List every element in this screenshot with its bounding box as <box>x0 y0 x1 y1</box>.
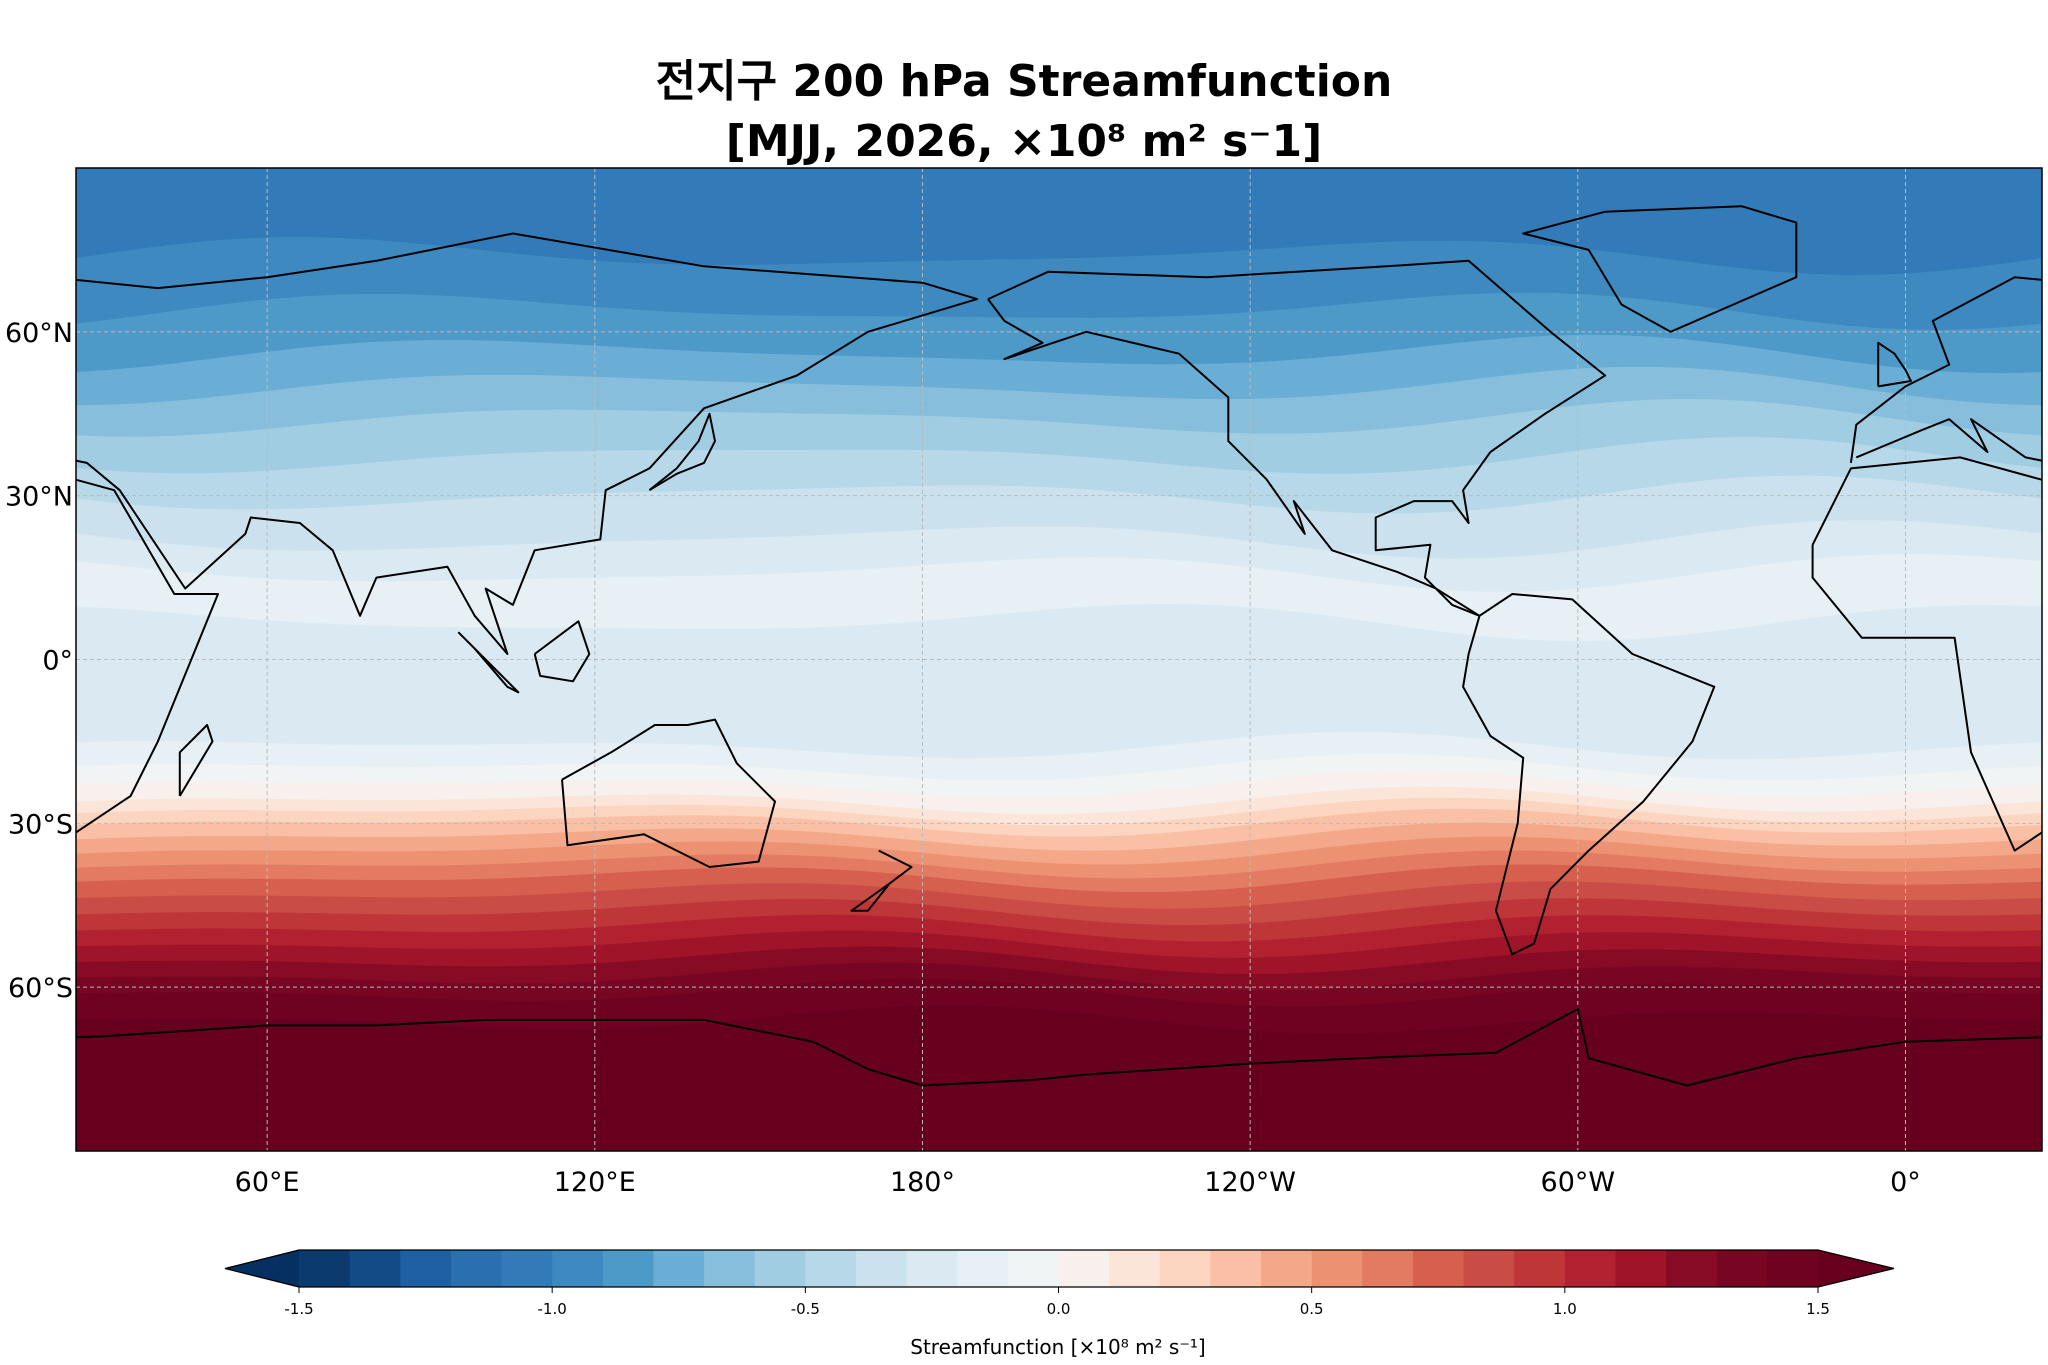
colorbar-segment <box>754 1250 806 1287</box>
colorbar-segment <box>1767 1250 1819 1287</box>
coastline <box>922 1008 2042 1087</box>
longitude-tick-label: 180° <box>890 1167 955 1198</box>
colorbar-segment <box>1716 1250 1768 1287</box>
colorbar-segment <box>1058 1250 1110 1287</box>
latitude-tick-label: 30°N <box>5 482 73 513</box>
colorbar-segment <box>1362 1250 1414 1287</box>
latitude-tick-label: 60°N <box>5 318 73 349</box>
contour-band <box>76 1005 2042 1151</box>
coastline <box>533 620 591 683</box>
colorbar-segment <box>299 1250 351 1287</box>
coastline <box>561 718 776 868</box>
colorbar-extend-high <box>1818 1250 1894 1287</box>
coastline <box>76 478 219 834</box>
colorbar-segment <box>1412 1250 1465 1287</box>
chart-title-line1: 전지구 200 hPa Streamfunction <box>656 56 1393 107</box>
colorbar-segment <box>1311 1250 1363 1287</box>
colorbar-label: Streamfunction [×10⁸ m² s⁻¹] <box>910 1335 1205 1359</box>
latitude-tick-label: 30°S <box>8 809 73 840</box>
coastline <box>76 232 979 655</box>
colorbar <box>224 1249 1895 1288</box>
longitude-tick-label: 60°W <box>1541 1167 1616 1198</box>
coastline <box>1522 205 1798 333</box>
coastline <box>850 849 913 912</box>
colorbar-segment <box>1666 1250 1718 1287</box>
coastline <box>1462 593 1716 956</box>
colorbar-tick-label: -1.0 <box>538 1300 567 1318</box>
coastline <box>987 259 1607 617</box>
colorbar-tick-label: 0.5 <box>1300 1300 1324 1318</box>
coastlines <box>76 205 2042 1087</box>
colorbar-ticks: -1.5 -1.0 -0.5 0.0 0.5 1.0 1.5 <box>284 1287 1830 1318</box>
colorbar-segment <box>1159 1250 1211 1287</box>
latitude-ticks: 60°N 30°N 0° 30°S 60°S <box>5 318 73 1004</box>
coastline <box>178 724 214 797</box>
colorbar-segment <box>501 1250 553 1287</box>
colorbar-segment <box>1261 1250 1313 1287</box>
colorbar-segment <box>1007 1250 1059 1287</box>
colorbar-segment <box>1109 1250 1161 1287</box>
colorbar-tick-label: 0.0 <box>1047 1300 1071 1318</box>
colorbar-tick-label: -1.5 <box>284 1300 313 1318</box>
colorbar-segment <box>957 1250 1009 1287</box>
colorbar-segment <box>1564 1250 1616 1287</box>
streamfunction-field <box>76 168 2042 1151</box>
longitude-tick-label: 0° <box>1890 1167 1921 1198</box>
colorbar-segment <box>855 1250 908 1287</box>
contour-band <box>76 604 2042 760</box>
coastline <box>648 412 716 492</box>
colorbar-segment <box>653 1250 705 1287</box>
latitude-tick-label: 60°S <box>8 973 73 1004</box>
colorbar-segment <box>1514 1250 1566 1287</box>
longitude-ticks: 60°E 120°E 180° 120°W 60°W 0° <box>235 1167 1921 1198</box>
coastline <box>1811 456 2042 852</box>
longitude-tick-label: 60°E <box>235 1167 300 1198</box>
colorbar-tick-label: 1.0 <box>1553 1300 1577 1318</box>
colorbar-tick-label: 1.5 <box>1806 1300 1830 1318</box>
latitude-tick-label: 0° <box>42 646 73 677</box>
coastline <box>1877 341 1912 388</box>
longitude-tick-label: 120°E <box>554 1167 636 1198</box>
colorbar-segment <box>1210 1250 1262 1287</box>
gridlines <box>76 168 2042 1151</box>
colorbar-segment <box>704 1250 756 1287</box>
colorbar-segment <box>349 1250 401 1287</box>
longitude-tick-label: 120°W <box>1204 1167 1296 1198</box>
colorbar-segment <box>400 1250 452 1287</box>
map-frame <box>75 167 2043 1152</box>
colorbar-segment <box>602 1250 654 1287</box>
colorbar-segment <box>450 1250 503 1287</box>
colorbar-tick-label: -0.5 <box>791 1300 820 1318</box>
colorbar-segment <box>1463 1250 1515 1287</box>
colorbar-segment <box>805 1250 857 1287</box>
colorbar-segment <box>906 1250 958 1287</box>
coastline <box>76 1018 923 1087</box>
chart-title-line2: [MJJ, 2026, ×10⁸ m² s⁻1] <box>726 116 1322 167</box>
colorbar-extend-low <box>225 1250 299 1287</box>
coastline <box>457 631 520 694</box>
colorbar-segment <box>552 1250 604 1287</box>
colorbar-segment <box>1615 1250 1667 1287</box>
